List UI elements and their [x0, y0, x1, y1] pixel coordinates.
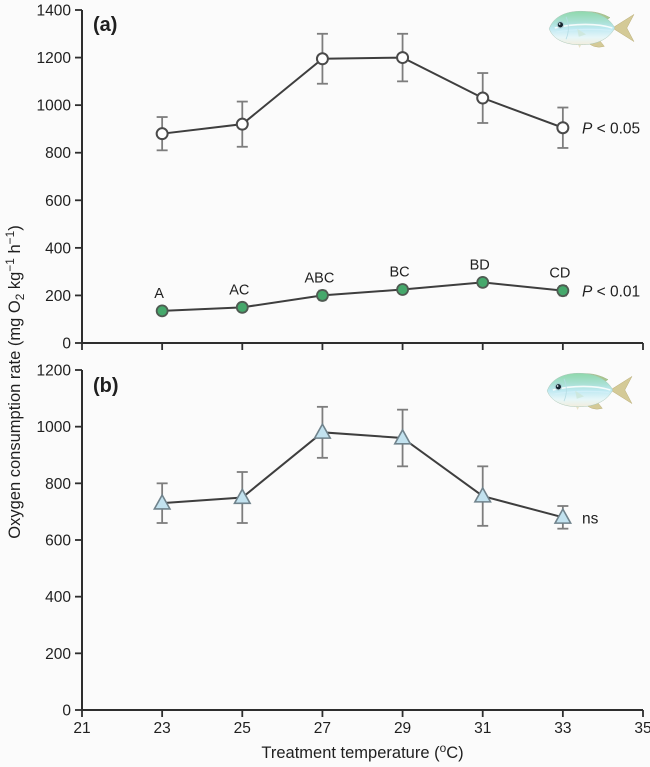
data-point-open-circle: [155, 127, 169, 141]
data-point-open-circle: [396, 51, 410, 65]
y-tick-label: 0: [62, 336, 71, 353]
x-axis-title: Treatment temperature (oC): [261, 741, 463, 762]
fish-illustration-panel-b: [546, 372, 633, 411]
significance-letter: BC: [389, 264, 409, 280]
significance-letter: A: [154, 286, 164, 302]
chart-layer: 0 200 400 600 800 1000 1200 1400 (a) P < 0.05 A AC A…: [37, 3, 650, 738]
x-tick-label: 35: [634, 720, 650, 737]
significance-letter: AC: [229, 282, 249, 298]
panel-label-a: (a): [93, 14, 117, 36]
data-point-blue-triangle: [553, 507, 573, 524]
series-line-rate-blue-triangles: [162, 431, 564, 519]
significance-annotation: ns: [582, 510, 599, 527]
x-tick-label: 25: [234, 720, 251, 737]
x-tick-label: 23: [154, 720, 171, 737]
significance-letter: CD: [549, 266, 570, 282]
data-point-blue-triangle: [473, 486, 492, 503]
data-point-blue-triangle: [313, 422, 332, 439]
data-point-open-circle: [556, 121, 570, 135]
y-tick-label: 200: [45, 646, 71, 663]
panel-label-b: (b): [93, 375, 119, 397]
significance-letter: ABC: [305, 270, 335, 286]
significance-letter: BD: [470, 257, 490, 273]
data-point-blue-triangle: [393, 428, 412, 445]
y-tick-label: 1200: [37, 363, 72, 380]
y-tick-label: 400: [45, 240, 71, 257]
y-tick-label: 1000: [37, 98, 72, 115]
y-axis-title: Oxygen consumption rate (mg O2 kg−1 h−1): [3, 225, 27, 538]
x-tick-label: 21: [73, 720, 90, 737]
data-point-open-circle: [315, 52, 329, 66]
data-point-open-circle: [235, 117, 249, 131]
series-line-resting-rate-green-circles: [162, 281, 563, 312]
fish-illustration-panel-a: [548, 10, 635, 49]
y-tick-label: 1000: [37, 419, 72, 436]
y-tick-label: 800: [45, 145, 71, 162]
x-tick-label: 27: [314, 720, 331, 737]
y-tick-label: 800: [45, 476, 71, 493]
significance-annotation: P < 0.01: [582, 284, 640, 301]
y-tick-label: 1200: [37, 50, 72, 67]
x-tick-label: 31: [474, 720, 491, 737]
data-point-green-circle: [476, 275, 490, 289]
data-point-green-circle: [316, 289, 329, 302]
data-point-green-circle: [155, 304, 169, 318]
data-point-green-circle: [235, 300, 249, 314]
y-tick-label: 1400: [37, 3, 72, 20]
y-tick-label: 0: [62, 703, 71, 720]
y-tick-label: 400: [45, 589, 71, 606]
series-line-active-rate-open-circles: [162, 56, 564, 135]
y-tick-label: 200: [45, 288, 71, 305]
y-tick-label: 600: [45, 193, 71, 210]
data-point-green-circle: [556, 284, 570, 298]
y-tick-label: 600: [45, 533, 71, 550]
data-point-blue-triangle: [233, 487, 252, 505]
x-tick-label: 33: [554, 720, 571, 737]
significance-annotation: P < 0.05: [582, 121, 640, 138]
data-point-green-circle: [396, 283, 409, 296]
data-point-blue-triangle: [152, 493, 172, 510]
data-point-open-circle: [476, 91, 490, 105]
x-tick-label: 29: [394, 720, 411, 737]
